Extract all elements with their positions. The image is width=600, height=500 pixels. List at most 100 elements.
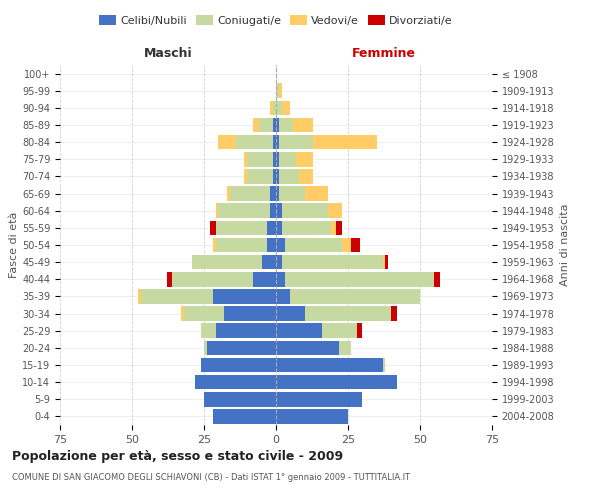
Text: COMUNE DI SAN GIACOMO DEGLI SCHIAVONI (CB) - Dati ISTAT 1° gennaio 2009 - TUTTIT: COMUNE DI SAN GIACOMO DEGLI SCHIAVONI (C… — [12, 472, 410, 482]
Bar — [244, 152, 247, 166]
Bar — [193, 255, 262, 270]
Bar — [299, 169, 313, 184]
Bar — [340, 340, 351, 355]
Bar — [276, 84, 279, 98]
Bar — [215, 204, 218, 218]
Bar — [138, 289, 140, 304]
Bar — [244, 169, 247, 184]
Bar — [273, 118, 276, 132]
Bar — [268, 238, 276, 252]
Bar — [181, 306, 184, 321]
Bar — [276, 238, 284, 252]
Bar — [282, 100, 290, 115]
Bar — [215, 324, 276, 338]
Bar — [247, 152, 273, 166]
Bar — [201, 358, 276, 372]
Bar — [276, 358, 383, 372]
Bar — [383, 255, 385, 270]
Bar — [276, 392, 362, 406]
Bar — [196, 375, 276, 390]
Y-axis label: Anni di nascita: Anni di nascita — [560, 204, 570, 286]
Bar — [282, 220, 331, 235]
Bar — [342, 238, 351, 252]
Bar — [262, 255, 276, 270]
Bar — [184, 306, 224, 321]
Bar — [279, 152, 296, 166]
Bar — [305, 186, 328, 201]
Bar — [279, 135, 313, 150]
Bar — [276, 255, 282, 270]
Bar — [391, 306, 397, 321]
Bar — [210, 220, 215, 235]
Bar — [337, 220, 342, 235]
Bar — [284, 272, 434, 286]
Bar — [279, 118, 293, 132]
Bar — [276, 152, 279, 166]
Bar — [212, 289, 276, 304]
Bar — [140, 289, 212, 304]
Text: Maschi: Maschi — [143, 47, 193, 60]
Bar — [296, 152, 313, 166]
Bar — [279, 84, 282, 98]
Bar — [276, 409, 348, 424]
Bar — [385, 255, 388, 270]
Bar — [356, 324, 362, 338]
Bar — [215, 238, 268, 252]
Bar — [293, 118, 313, 132]
Bar — [247, 169, 273, 184]
Bar — [167, 272, 172, 286]
Text: Popolazione per età, sesso e stato civile - 2009: Popolazione per età, sesso e stato civil… — [12, 450, 343, 463]
Bar — [253, 272, 276, 286]
Y-axis label: Fasce di età: Fasce di età — [9, 212, 19, 278]
Bar — [282, 255, 383, 270]
Bar — [276, 135, 279, 150]
Bar — [434, 272, 440, 286]
Bar — [328, 204, 342, 218]
Bar — [270, 186, 276, 201]
Bar — [276, 204, 282, 218]
Bar — [276, 100, 282, 115]
Bar — [276, 169, 279, 184]
Text: Femmine: Femmine — [352, 47, 416, 60]
Bar — [218, 135, 236, 150]
Bar — [268, 220, 276, 235]
Bar — [282, 204, 328, 218]
Bar — [224, 306, 276, 321]
Bar — [313, 135, 377, 150]
Bar — [212, 238, 215, 252]
Bar — [273, 135, 276, 150]
Bar — [331, 220, 337, 235]
Bar — [276, 375, 397, 390]
Bar — [276, 289, 290, 304]
Bar — [236, 135, 273, 150]
Bar — [218, 204, 270, 218]
Bar — [273, 100, 276, 115]
Bar — [276, 324, 322, 338]
Bar — [270, 204, 276, 218]
Bar — [276, 186, 279, 201]
Bar — [276, 220, 282, 235]
Bar — [270, 100, 273, 115]
Bar — [276, 118, 279, 132]
Bar — [212, 409, 276, 424]
Bar — [351, 238, 359, 252]
Bar — [273, 152, 276, 166]
Bar — [284, 238, 342, 252]
Bar — [215, 220, 268, 235]
Bar — [322, 324, 356, 338]
Bar — [227, 186, 230, 201]
Bar — [383, 358, 385, 372]
Bar — [204, 340, 207, 355]
Bar — [207, 340, 276, 355]
Bar — [201, 324, 215, 338]
Legend: Celibi/Nubili, Coniugati/e, Vedovi/e, Divorziati/e: Celibi/Nubili, Coniugati/e, Vedovi/e, Di… — [95, 10, 457, 30]
Bar — [290, 289, 420, 304]
Bar — [172, 272, 253, 286]
Bar — [253, 118, 259, 132]
Bar — [276, 306, 305, 321]
Bar — [276, 272, 284, 286]
Bar — [204, 392, 276, 406]
Bar — [276, 340, 340, 355]
Bar — [305, 306, 391, 321]
Bar — [273, 169, 276, 184]
